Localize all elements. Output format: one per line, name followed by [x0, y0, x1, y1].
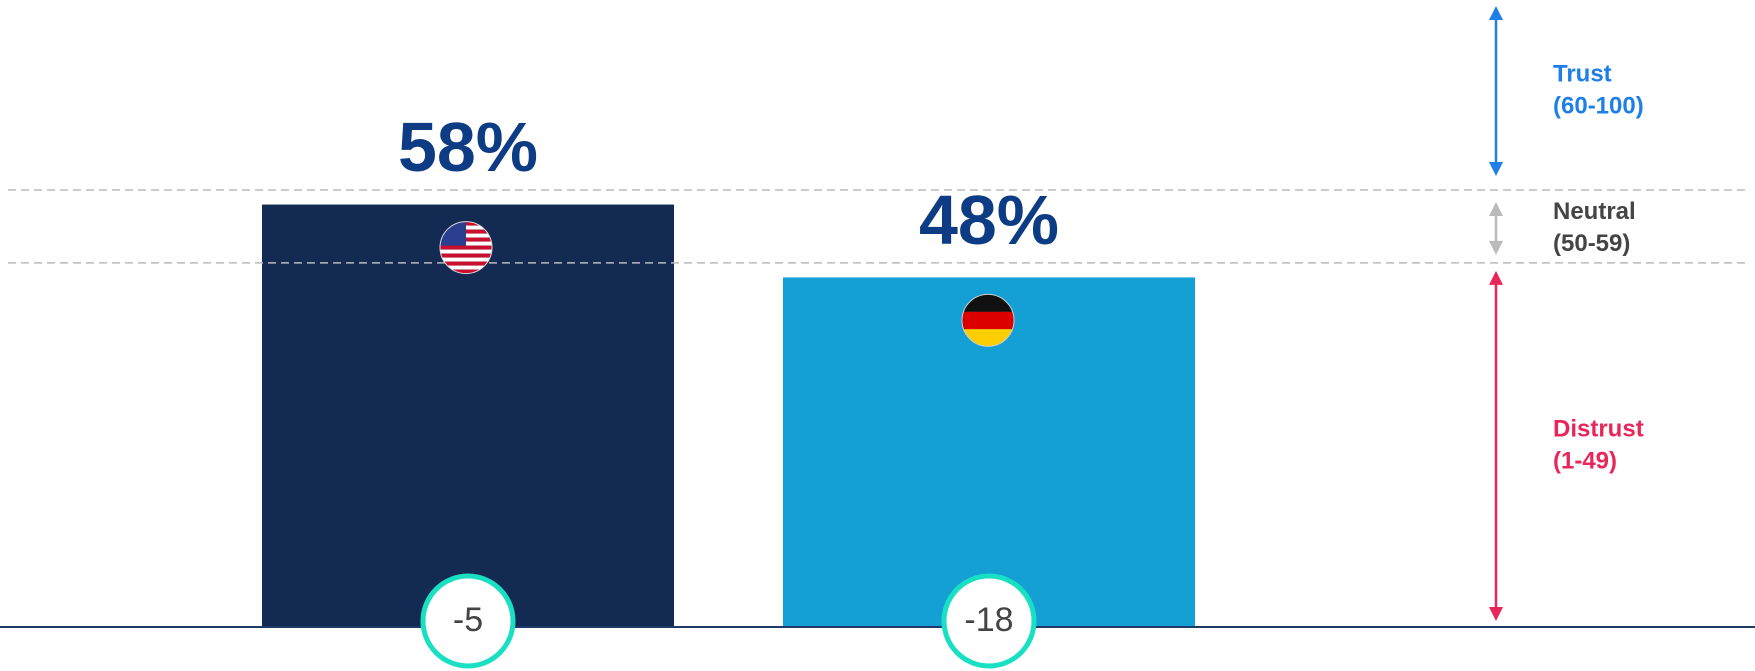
flag-rim: [439, 221, 493, 275]
arrow-head: [1489, 202, 1503, 216]
flag-de: [961, 293, 1015, 347]
value-label: 58%: [398, 108, 538, 186]
band-label: Distrust: [1553, 415, 1644, 442]
arrow-head: [1489, 162, 1503, 176]
value-label: 48%: [919, 181, 1059, 259]
bar: [262, 204, 674, 628]
stripe: [440, 265, 492, 270]
stripe: [440, 261, 492, 266]
arrow-head: [1489, 607, 1503, 621]
flag-band: [962, 294, 1014, 312]
stripe: [440, 257, 492, 262]
stripe: [440, 245, 492, 250]
stripe: [440, 249, 492, 254]
band-label: Neutral: [1553, 198, 1636, 225]
change-circle: [941, 573, 1037, 669]
band-label: Trust: [1553, 60, 1612, 87]
flag-band: [962, 311, 1014, 330]
flag-de-body: [962, 294, 1014, 347]
stripe: [440, 269, 492, 274]
arrow-head: [1489, 270, 1503, 285]
band-range: (60-100): [1553, 92, 1644, 119]
change-circle: [420, 573, 516, 669]
flag-us-body: [440, 221, 492, 274]
flag-band: [962, 329, 1014, 347]
change-label: -5: [453, 601, 483, 639]
stripe: [440, 253, 492, 258]
change-label: -18: [964, 601, 1013, 639]
arrow-head: [1489, 240, 1503, 255]
flag-us: [439, 221, 493, 275]
band-range: (50-59): [1553, 230, 1630, 257]
flag-rim: [961, 293, 1015, 347]
arrow-head: [1489, 6, 1503, 20]
band-range: (1-49): [1553, 447, 1617, 474]
